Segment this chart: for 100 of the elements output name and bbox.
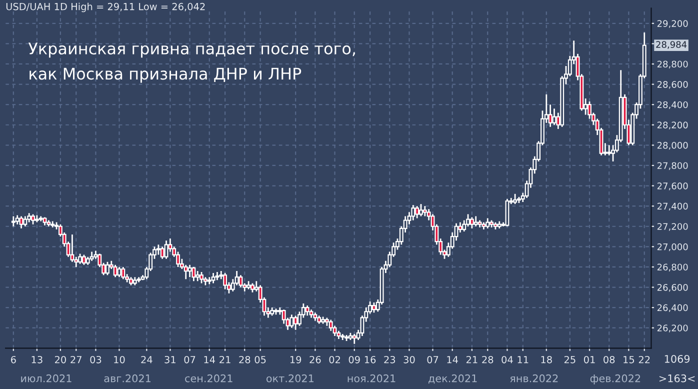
x-tick-label: 08 [604,356,615,364]
y-tick-label: 28,000 [657,142,688,150]
candlestick [11,216,16,228]
candlestick [192,266,196,282]
annotation: 28,984 [656,41,687,49]
y-tick-label: 26,200 [657,324,688,332]
x-tick-label: 10 [114,356,125,364]
candlestick [411,204,416,221]
text: фев.2022 [590,374,640,384]
candlestick [238,274,243,288]
x-tick-label: 20 [54,356,66,364]
x-tick-label: 03 [90,356,102,364]
candlestick [250,282,254,294]
candlestick [470,216,474,230]
text: июл.2021 [21,374,72,382]
text: Украинская гривна падает после того, как Москва признала ДНР и ЛНР [28,42,355,83]
x-tick-label: 24 [141,356,152,364]
text: янв.2022 [510,374,558,382]
x-tick-label: 18 [541,356,552,364]
x-tick-label: 21 [220,356,230,364]
candlestick [121,266,126,280]
text: ноя.2021 [348,374,396,382]
candlestick [188,264,192,278]
x-tick-label: 13 [32,356,42,364]
candlestick [294,314,298,331]
y-tick-label: 27,400 [657,202,688,211]
x-tick-label: 30 [404,356,415,364]
candlestick [160,246,164,260]
candlestick [106,261,110,276]
candlestick [552,108,556,126]
y-tick-label: 28,600 [657,81,688,89]
candlestick [31,213,35,226]
candlestick [607,144,612,156]
x-tick-label: 21 [466,356,478,364]
x-tick-label: 25 [564,356,576,364]
text: >163< [659,374,695,382]
text: сен.2021 [185,374,232,382]
candlestick [415,205,420,219]
candlestick [82,254,86,266]
x-tick-label: 01 [584,356,595,364]
candlestick [352,333,356,345]
x-tick-label: 19 [290,356,302,364]
x-tick-label: 02 [329,356,340,364]
candlestick [23,216,28,228]
y-tick-label: 27,000 [657,243,688,252]
y-tick-label: 26,800 [657,264,688,272]
x-tick-label: 15 [624,356,634,364]
x-tick-label: 22 [638,356,650,364]
candlestick [474,216,478,228]
y-tick-label: 26,400 [657,304,688,312]
candlestick [27,212,32,224]
x-tick-label: 26 [310,356,321,364]
text: авг.2021 [104,374,151,382]
x-tick-label: 16 [364,356,376,364]
candlestick [223,272,228,290]
x-tick-label: 04 [502,356,513,364]
x-tick-label: 28 [482,356,494,364]
x-tick-label: 14 [447,356,458,364]
y-tick-label: 27,600 [657,182,688,190]
candlestick [328,319,333,332]
candlestick [70,234,74,263]
text: дек.2021 [428,374,477,384]
x-tick-label: 14 [204,356,216,364]
x-tick-label: 07 [427,356,438,364]
text: окт.2021 [266,374,314,382]
candlestick [200,271,204,284]
y-tick-label: 28,200 [657,122,688,130]
x-tick-label: 11 [518,356,528,364]
candlestick [78,253,82,265]
y-tick-label: 29,200 [657,20,688,28]
x-tick-label: 6 [11,356,16,364]
candlestick [90,251,94,262]
chart-subtitle: USD/UAH 1D High = 29,11 Low = 26,042 [6,2,205,12]
candlestick [15,214,20,226]
y-tick-label: 28,400 [657,101,688,110]
x-tick-label: 28 [239,356,250,364]
x-tick-label: 31 [164,356,176,364]
candlestick [196,270,200,282]
candlestick [486,218,490,230]
x-tick-label: 07 [184,356,196,364]
x-tick-label: 05 [254,356,266,364]
candlestick [372,302,376,314]
candlestick [513,193,518,205]
candlestick [458,222,462,234]
y-tick-label: 28,800 [657,60,688,68]
y-tick-label: 27,200 [657,223,688,231]
candlestick [422,205,427,217]
candlestick [466,213,470,228]
candlestick [113,264,118,278]
x-tick-label: 23 [384,356,396,364]
candlestick [19,216,24,230]
candlestick [117,266,122,278]
y-tick-label: 27,800 [657,162,688,170]
candlestick [156,244,160,256]
candlestick [211,272,216,284]
candlestick [305,304,310,316]
text: 1069 [664,354,690,363]
candlestick [164,240,168,260]
x-tick-label: 09 [348,356,360,364]
candlestick [419,203,423,217]
